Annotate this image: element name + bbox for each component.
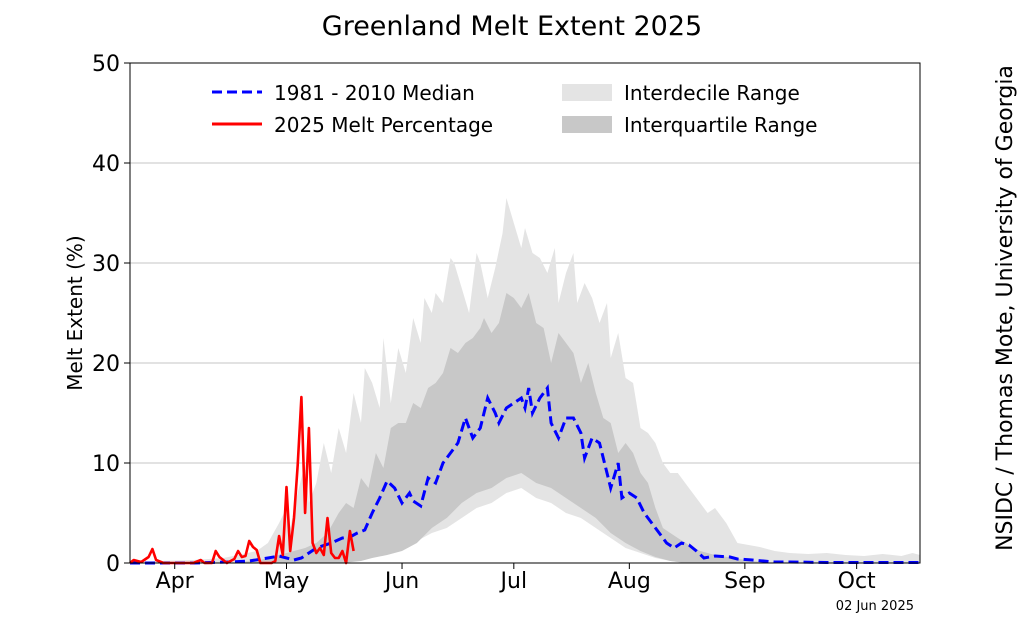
legend-label-interdecile: Interdecile Range [624, 81, 800, 105]
legend-label-melt-2025: 2025 Melt Percentage [274, 113, 493, 137]
plot-frame [129, 62, 921, 564]
y-axis: 0 10 20 30 40 50 [92, 52, 130, 577]
median-line [130, 384, 920, 565]
x-tick-label-oct: Oct [838, 569, 876, 594]
plot-area [129, 62, 921, 565]
legend-swatch-interdecile [562, 84, 612, 101]
y-axis-label: Melt Extent (%) [63, 235, 87, 390]
chart-title: Greenland Melt Extent 2025 [322, 11, 702, 42]
y-tick-label: 50 [92, 52, 120, 77]
x-tick-label-jun: Jun [383, 569, 419, 594]
y-tick-label: 40 [92, 152, 120, 177]
x-tick-label-may: May [264, 569, 309, 594]
x-tick-label-sep: Sep [724, 569, 765, 594]
x-tick-label-jul: Jul [499, 569, 528, 594]
x-tick-label-aug: Aug [608, 569, 651, 594]
x-tick-label-apr: Apr [156, 569, 195, 594]
interquartile-range-fill [130, 293, 920, 563]
credit-label: NSIDC / Thomas Mote, University of Georg… [993, 65, 1018, 551]
legend-label-interquartile: Interquartile Range [624, 113, 817, 137]
x-axis: Apr May Jun Jul Aug Sep Oct [156, 563, 876, 594]
y-tick-label: 20 [92, 352, 120, 377]
legend-swatch-interquartile [562, 116, 612, 133]
legend-label-median: 1981 - 2010 Median [274, 81, 475, 105]
y-tick-label: 10 [92, 452, 120, 477]
y-tick-label: 0 [106, 552, 120, 577]
date-stamp: 02 Jun 2025 [836, 599, 914, 614]
legend: 1981 - 2010 Median 2025 Melt Percentage … [212, 81, 817, 137]
y-tick-label: 30 [92, 252, 120, 277]
